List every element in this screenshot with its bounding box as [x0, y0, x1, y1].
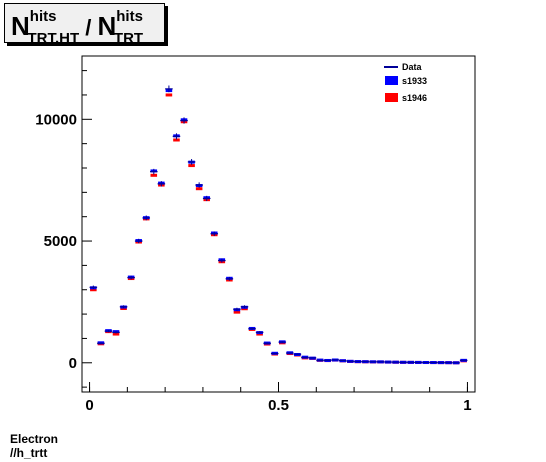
x-tick-label: 0 — [85, 397, 93, 414]
mc-s1946-marker — [188, 164, 195, 168]
mc-s1946-marker — [233, 310, 241, 314]
mc-s1946-marker — [195, 187, 203, 191]
data-marks — [89, 85, 468, 365]
mc-s1946-marker — [112, 332, 120, 336]
y-tick-label: 5000 — [44, 233, 77, 250]
y-tick-label: 10000 — [35, 111, 77, 128]
footer-label-particle: Electron — [10, 432, 59, 446]
footer-label-histogram: //h_trtt — [10, 446, 48, 460]
legend-label-s1933: s1933 — [402, 76, 427, 86]
legend-label-data: Data — [402, 62, 423, 72]
title-box — [4, 3, 165, 43]
chart-title: Nhits TRT,HT / Nhits TRT — [11, 8, 143, 47]
legend-label-s1946: s1946 — [402, 93, 427, 103]
mc-s1946-marker — [150, 173, 158, 177]
x-tick-label: 1 — [463, 397, 471, 414]
mc-s1946-marker — [90, 288, 97, 292]
x-tick-label: 0.5 — [268, 397, 289, 414]
legend-s1933-swatch — [385, 76, 398, 85]
axes: 0 0.5 1 0 5000 10000 — [35, 70, 472, 414]
mc-s1946-marker — [165, 93, 173, 97]
mc-s1946-marker — [173, 138, 180, 142]
legend-s1946-swatch — [385, 93, 398, 102]
legend: Data s1933 s1946 — [384, 62, 427, 103]
y-tick-label: 0 — [69, 355, 77, 372]
